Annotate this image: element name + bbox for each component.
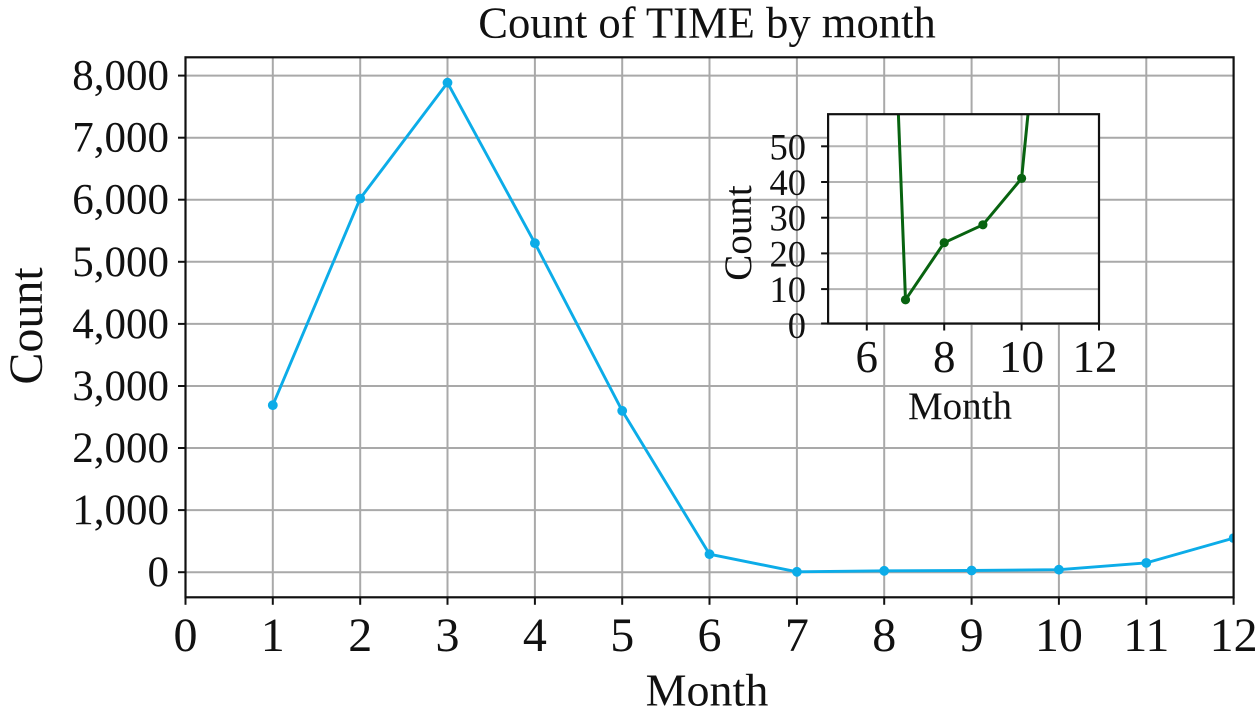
svg-text:10: 10: [1035, 609, 1083, 662]
svg-text:Count: Count: [717, 185, 760, 281]
svg-text:3,000: 3,000: [72, 363, 169, 410]
svg-text:1,000: 1,000: [72, 487, 169, 534]
svg-text:4: 4: [523, 609, 547, 662]
svg-text:7,000: 7,000: [72, 115, 169, 162]
svg-text:Count of TIME by month: Count of TIME by month: [478, 0, 936, 48]
svg-text:6: 6: [698, 609, 722, 662]
svg-text:9: 9: [960, 609, 984, 662]
svg-text:40: 40: [770, 162, 807, 203]
svg-text:Count: Count: [0, 267, 53, 385]
svg-text:5,000: 5,000: [72, 239, 169, 286]
svg-text:10: 10: [999, 332, 1044, 382]
svg-text:8: 8: [933, 332, 956, 382]
svg-text:0: 0: [788, 305, 806, 346]
svg-text:5: 5: [610, 609, 634, 662]
svg-text:6,000: 6,000: [72, 177, 169, 224]
svg-text:8,000: 8,000: [72, 53, 169, 100]
svg-text:12: 12: [1073, 332, 1118, 382]
svg-text:20: 20: [770, 233, 807, 274]
svg-text:Month: Month: [908, 385, 1012, 428]
svg-text:6: 6: [856, 332, 879, 382]
svg-text:10: 10: [770, 269, 807, 310]
svg-text:30: 30: [770, 198, 807, 239]
svg-text:11: 11: [1123, 609, 1169, 662]
svg-text:50: 50: [770, 126, 807, 167]
svg-text:12: 12: [1210, 609, 1258, 662]
svg-text:4,000: 4,000: [72, 301, 169, 348]
svg-text:3: 3: [436, 609, 460, 662]
svg-text:2: 2: [348, 609, 372, 662]
svg-text:0: 0: [148, 549, 170, 596]
svg-text:1: 1: [261, 609, 285, 662]
svg-text:7: 7: [785, 609, 809, 662]
svg-text:8: 8: [872, 609, 896, 662]
svg-text:Month: Month: [646, 665, 769, 716]
svg-text:2,000: 2,000: [72, 425, 169, 472]
svg-text:0: 0: [174, 609, 198, 662]
